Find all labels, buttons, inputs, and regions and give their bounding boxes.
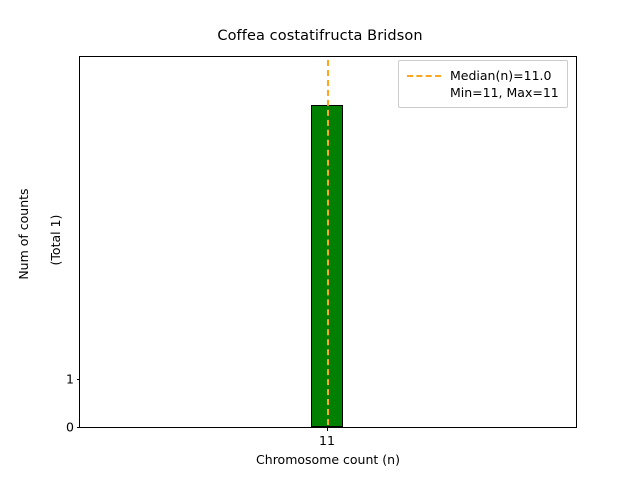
y-tick-mark bbox=[76, 427, 80, 428]
y-axis-label-line1: Num of counts bbox=[16, 188, 31, 280]
x-axis-label: Chromosome count (n) bbox=[256, 452, 400, 467]
page-title: Coffea costatifructa Bridson bbox=[217, 28, 423, 44]
y-tick-label: 0 bbox=[66, 419, 74, 435]
x-tick-mark bbox=[327, 427, 328, 431]
legend: Median(n)=11.0 Min=11, Max=11 bbox=[398, 60, 568, 108]
legend-label: Min=11, Max=11 bbox=[450, 85, 559, 100]
y-axis-label: Num of counts (Total 1) bbox=[0, 56, 63, 428]
legend-entry-median: Median(n)=11.0 bbox=[407, 67, 559, 84]
median-line bbox=[327, 59, 329, 425]
plot-area: 0 1 11 bbox=[66, 56, 577, 448]
legend-spacer bbox=[407, 87, 441, 99]
legend-label: Median(n)=11.0 bbox=[450, 68, 552, 83]
dashed-line-icon bbox=[407, 70, 441, 82]
y-tick-label: 1 bbox=[66, 371, 74, 387]
y-axis-label-line2: (Total 1) bbox=[48, 214, 63, 270]
y-tick-mark bbox=[76, 378, 80, 380]
x-tick-label: 11 bbox=[319, 433, 335, 448]
legend-entry-minmax: Min=11, Max=11 bbox=[407, 84, 559, 101]
